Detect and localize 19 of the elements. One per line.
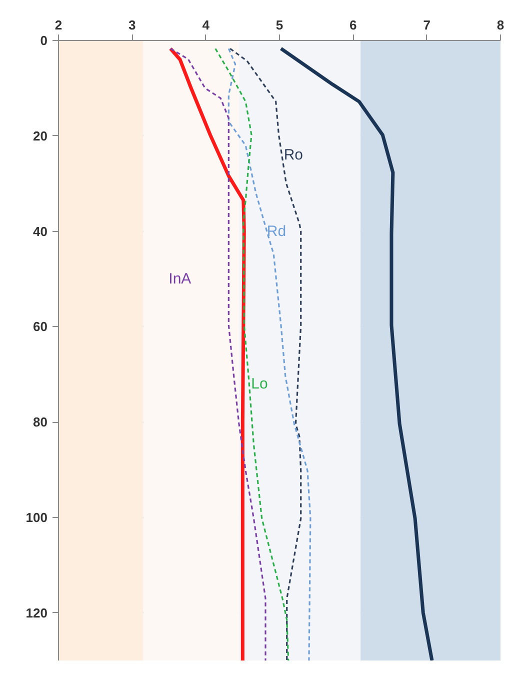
y-tick-label: 100 [26, 510, 48, 525]
x-tick-label: 6 [350, 18, 357, 32]
x-tick-label: 7 [423, 18, 430, 32]
x-tick-label: 2 [54, 18, 62, 32]
x-tick-label: 8 [496, 18, 504, 32]
y-tick-label: 40 [33, 224, 48, 239]
y-tick-label: 80 [33, 414, 48, 430]
x-tick-label: 5 [276, 18, 284, 32]
x-tick-label: 3 [128, 18, 136, 32]
line-series [170, 48, 266, 660]
y-tick-label: 20 [33, 128, 48, 144]
series-label: Ro [284, 146, 304, 164]
series-label: Rd [266, 222, 286, 240]
y-tick-label: 120 [26, 605, 48, 620]
series-label: Lo [251, 375, 268, 392]
text: InA [168, 270, 192, 288]
y-tick-label: 0 [40, 33, 48, 48]
y-tick-label: 60 [33, 319, 48, 334]
x-tick-label: 4 [202, 18, 210, 32]
